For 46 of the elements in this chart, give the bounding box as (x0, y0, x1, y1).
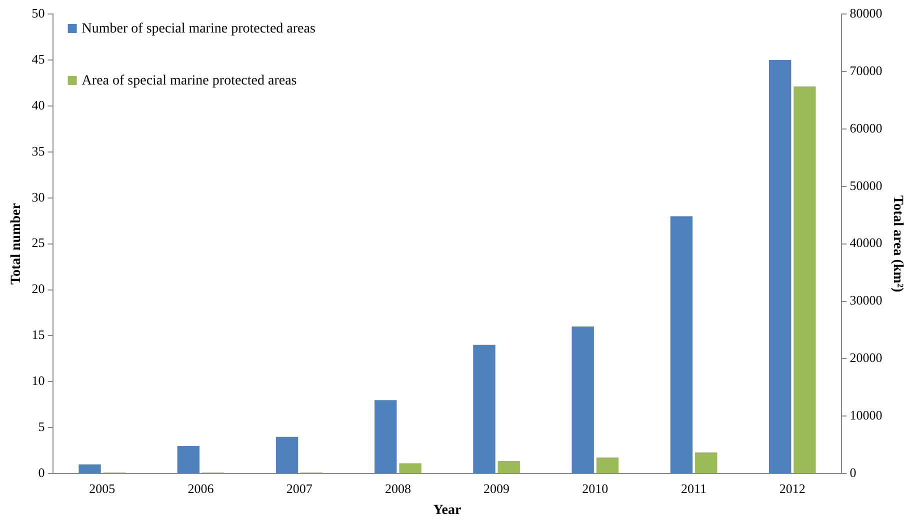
bar (670, 216, 693, 474)
x-tick-label: 2010 (582, 480, 608, 496)
bar (572, 326, 594, 474)
bar (177, 446, 200, 474)
y-tick-label: 30 (32, 189, 45, 204)
y-tick-label: 15 (32, 327, 45, 342)
y-tick-label: 20 (32, 281, 45, 296)
x-tick-label: 2005 (89, 480, 116, 496)
y2-axis-title: Total area (km²) (890, 195, 905, 293)
x-tick-label: 2012 (779, 480, 806, 496)
y2-tick-label: 70000 (850, 62, 882, 78)
bar (794, 86, 816, 474)
y2-tick-label: 60000 (850, 120, 882, 136)
x-axis-title: Year (433, 503, 462, 518)
y-tick-label: 25 (32, 235, 45, 250)
y-tick-label: 40 (32, 97, 45, 112)
y-tick-label: 10 (32, 373, 45, 388)
x-tick-label: 2008 (384, 480, 411, 496)
x-tick-label: 2009 (484, 480, 510, 496)
y-tick-label: 50 (32, 5, 45, 20)
y-tick-label: 0 (38, 465, 45, 480)
bar (374, 400, 397, 474)
y-tick-label: 45 (32, 51, 45, 66)
bar (498, 460, 520, 474)
x-tick-label: 2011 (681, 480, 707, 496)
y2-tick-label: 40000 (850, 235, 882, 250)
y2-tick-label: 10000 (850, 408, 882, 423)
bar (768, 60, 792, 474)
y2-tick-label: 80000 (850, 5, 882, 20)
y2-tick-label: 30000 (850, 292, 882, 308)
y-tick-label: 5 (38, 419, 45, 434)
legend-label: Area of special marine protected areas (82, 74, 297, 89)
bar (596, 458, 619, 474)
y-tick-label: 35 (32, 143, 45, 158)
bar (473, 344, 496, 474)
bar (695, 452, 718, 474)
x-tick-label: 2006 (188, 480, 214, 496)
y2-tick-label: 50000 (850, 178, 882, 193)
legend-label: Number of special marine protected areas (82, 22, 316, 37)
bar (78, 464, 101, 474)
y2-tick-label: 0 (850, 465, 856, 480)
y2-tick-label: 20000 (850, 350, 882, 366)
x-tick-label: 2007 (286, 480, 313, 496)
bar (399, 463, 422, 474)
y-axis-title: Total number (9, 203, 24, 285)
bar (276, 436, 298, 474)
